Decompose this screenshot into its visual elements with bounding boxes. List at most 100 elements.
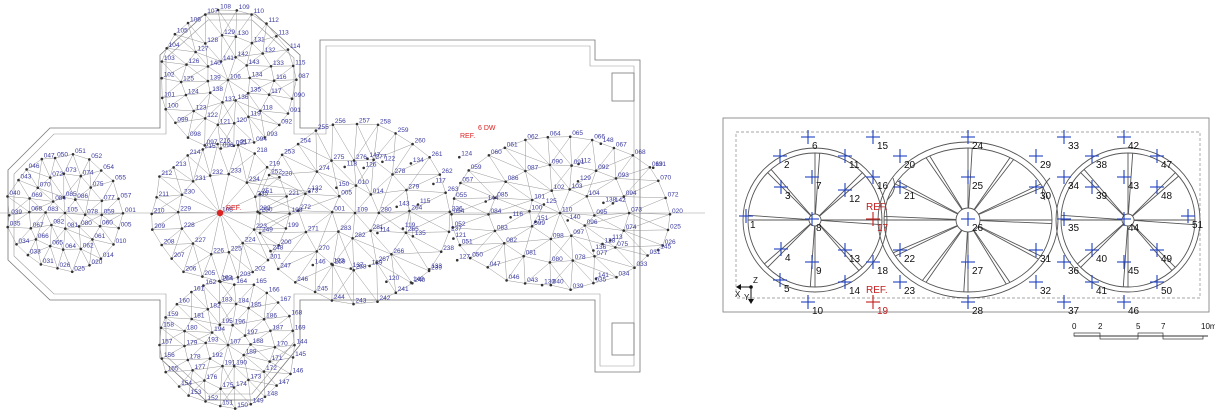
survey-node [186,358,190,362]
survey-node [77,225,81,228]
mesh-edge [391,254,397,293]
survey-node-label: 161 [193,286,204,293]
mesh-edge [99,213,124,227]
survey-node-label: 068 [31,206,42,213]
measurement-point-label: 29 [1040,160,1052,171]
mesh-edge [331,270,354,301]
survey-node [458,243,462,247]
survey-node-label: 121 [455,232,466,239]
mesh-edge [376,262,396,293]
survey-node [592,249,595,252]
mesh-edge [217,102,223,125]
survey-node-label: 182 [210,303,221,310]
survey-node [571,259,575,262]
mesh-edge [373,133,396,160]
survey-node [280,153,284,157]
survey-node-label: 120 [236,117,247,124]
mesh-edge [263,302,279,320]
mesh-edge [205,43,209,67]
mesh-edge [184,330,213,333]
measurement-point-label: 12 [849,194,861,205]
survey-node-label: 224 [245,237,256,244]
mesh-edge [179,380,205,387]
survey-node-label: 261 [432,151,443,158]
survey-node [427,268,431,271]
mesh-edge [219,284,235,303]
survey-node [160,96,164,100]
survey-node [227,250,231,254]
measurement-point-47: 47 [1150,149,1173,171]
survey-node [191,369,194,372]
survey-node [391,173,394,176]
mesh-edge [188,380,205,396]
mesh-edge [248,292,267,309]
survey-node [405,188,408,192]
survey-node-label: 114 [290,43,301,50]
survey-node-label: 031 [43,258,54,265]
survey-node [269,329,272,333]
survey-node [590,138,594,142]
survey-node [286,48,290,51]
mesh-edge [559,212,585,226]
survey-node [208,174,212,177]
mesh-edge [235,53,263,58]
survey-node-label: 150 [237,402,248,409]
survey-node-label: 120 [388,275,399,282]
survey-node [236,143,240,147]
survey-node [99,169,103,172]
mesh-edge [459,243,505,246]
survey-node-label: 157 [162,339,173,346]
survey-node-label: 065 [52,240,63,247]
survey-node-label: 116 [276,74,287,81]
ref-label-17: REF. [866,202,888,213]
survey-node-label: 020 [672,208,683,215]
mesh-edge [205,14,223,36]
survey-node-label: 113 [612,234,623,241]
survey-node-label: 137 [225,96,236,103]
mesh-edge [244,319,265,336]
survey-node-label: 033 [637,261,648,268]
measurement-point-label: 10 [812,306,824,317]
mesh-edge [234,365,249,381]
mesh-edge [165,359,188,373]
mesh-edge [596,155,633,171]
mesh-edge [183,243,194,272]
survey-node-label: 118 [347,160,358,167]
measurement-point-32: 32 [1029,275,1052,297]
survey-node [236,276,240,279]
mesh-edge [243,354,265,372]
measurement-point-23: 23 [893,275,916,297]
survey-node-label: 086 [508,175,519,182]
survey-node [509,216,512,219]
mesh-edge [615,155,633,179]
measurement-point-label: 42 [1128,141,1140,152]
measurement-point-50: 50 [1150,275,1173,297]
connector-arc [886,177,895,201]
survey-node [191,242,195,245]
survey-node-label: 005 [341,190,352,197]
survey-node [203,117,207,120]
survey-node [88,158,91,161]
survey-node-label: 166 [269,286,280,293]
survey-node [409,162,413,165]
mesh-edge [227,344,251,346]
survey-node [432,182,435,186]
mesh-edge [550,260,573,286]
mesh-edge [7,226,31,229]
measurement-point-label: 49 [1161,254,1173,265]
survey-node-label: 280 [381,206,392,213]
y-axis-label: Y [744,293,750,302]
measurement-point-13: 13 [838,243,861,265]
mesh-edge [27,239,37,256]
mesh-edge [623,214,671,231]
survey-node [248,76,251,80]
mesh-edge [161,61,187,65]
survey-node-label: 129 [580,175,591,182]
survey-node-label: 124 [461,151,472,158]
survey-node [289,372,292,376]
mesh-edge [184,332,213,347]
mesh-edge [243,354,270,362]
survey-node-label: 074 [83,170,94,177]
measurement-point-label: 46 [1128,306,1140,317]
mesh-edge [629,197,666,214]
